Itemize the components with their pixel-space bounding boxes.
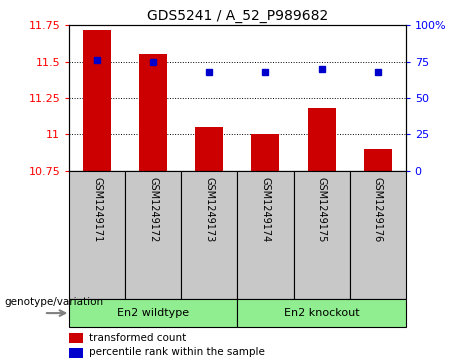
Text: GSM1249176: GSM1249176	[372, 177, 383, 242]
Bar	[69, 299, 237, 327]
Bar	[139, 54, 167, 171]
Bar	[181, 171, 237, 299]
Bar	[195, 127, 224, 171]
Bar	[125, 171, 181, 299]
Text: GSM1249171: GSM1249171	[92, 177, 102, 242]
Bar	[69, 171, 125, 299]
Bar	[69, 333, 83, 343]
Text: GSM1249174: GSM1249174	[260, 177, 271, 242]
Text: En2 knockout: En2 knockout	[284, 308, 360, 318]
Bar	[251, 134, 279, 171]
Bar	[364, 149, 392, 171]
Bar	[349, 171, 406, 299]
Text: transformed count: transformed count	[89, 333, 187, 343]
Text: GSM1249172: GSM1249172	[148, 177, 158, 242]
Bar	[69, 348, 83, 358]
Bar	[294, 171, 349, 299]
Title: GDS5241 / A_52_P989682: GDS5241 / A_52_P989682	[147, 9, 328, 23]
Text: genotype/variation: genotype/variation	[5, 297, 104, 307]
Text: En2 wildtype: En2 wildtype	[117, 308, 189, 318]
Bar	[237, 171, 294, 299]
Text: percentile rank within the sample: percentile rank within the sample	[89, 347, 265, 358]
Bar	[307, 108, 336, 171]
Text: GSM1249173: GSM1249173	[204, 177, 214, 242]
Bar	[83, 30, 111, 171]
Text: GSM1249175: GSM1249175	[317, 177, 326, 242]
Bar	[237, 299, 406, 327]
